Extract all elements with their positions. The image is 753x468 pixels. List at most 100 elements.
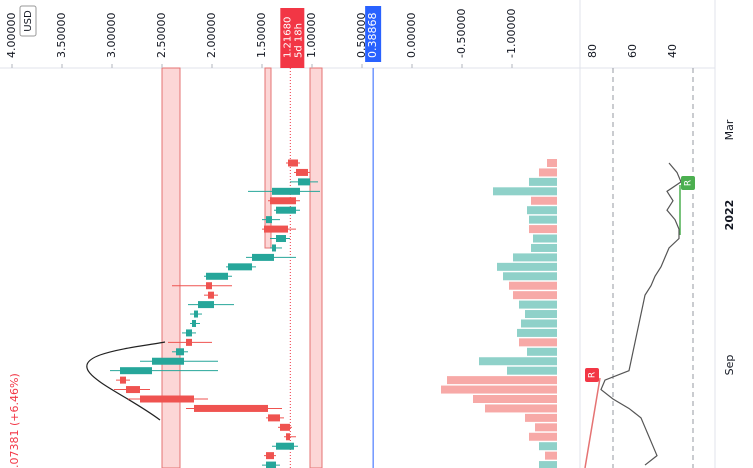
candle-body: [276, 206, 296, 214]
candle-body: [252, 253, 274, 261]
volume-bar: [525, 310, 557, 319]
volume-bar: [531, 196, 557, 205]
price-tick-label: 3.50000: [55, 13, 68, 59]
currency[interactable]: USD: [23, 10, 34, 32]
time-label: 2022: [723, 200, 736, 231]
candle-body: [298, 178, 310, 186]
candle-body: [186, 329, 192, 337]
volume-bar: [547, 159, 557, 167]
volume-bar: [485, 404, 557, 413]
volume-bar: [503, 272, 557, 281]
volume-bar: [497, 262, 557, 271]
last-price-tag: [280, 8, 305, 68]
price-tick-label: 0.00000: [405, 13, 418, 59]
volume-bar: [513, 291, 557, 300]
volume-bar: [539, 168, 557, 177]
volume-bar: [517, 328, 557, 337]
price-tick-label: 4.00000: [5, 13, 18, 59]
price-tick-label: -0.50000: [455, 9, 468, 58]
hand-drawn-curve: [86, 341, 166, 421]
candle-body: [266, 216, 272, 224]
price-tick-label: 1.00000: [305, 13, 318, 59]
candle-body: [272, 187, 300, 195]
signal-marker: [681, 176, 695, 190]
change-label: .07381 (+6.46%): [8, 373, 21, 468]
volume-bar: [531, 243, 557, 252]
volume-bar: [473, 395, 557, 403]
volume-bar: [519, 300, 557, 309]
signal-marker: [585, 368, 599, 382]
candle-body: [268, 414, 280, 422]
price-tick-label: 0.50000: [355, 13, 368, 59]
candle-body: [296, 168, 308, 176]
volume-bar: [509, 281, 557, 290]
candle-body: [288, 159, 298, 167]
candle-body: [120, 376, 126, 384]
candle-body: [266, 461, 276, 468]
candle-body: [206, 272, 228, 280]
candle-body: [152, 357, 184, 365]
volume-bar: [513, 253, 557, 262]
candle-body: [280, 423, 290, 431]
volume-bar: [441, 385, 557, 394]
volume-bar: [521, 319, 557, 328]
volume-bar: [507, 366, 557, 375]
candle-body: [140, 395, 194, 403]
candle-body: [276, 235, 286, 243]
price-tick-label: -1.00000: [505, 9, 518, 58]
candle-body: [206, 282, 212, 290]
volume-bar: [447, 376, 557, 385]
currency-box[interactable]: [19, 5, 37, 37]
volume-bar: [527, 206, 557, 215]
candle-body: [120, 367, 152, 375]
time-label: Sep: [723, 355, 736, 376]
volume-bar: [519, 338, 557, 347]
price-tick-label: 2.00000: [205, 13, 218, 59]
volume-bar: [529, 432, 557, 441]
countdown-label: 5d 18h: [293, 23, 304, 58]
zone-band: [309, 67, 323, 468]
candle-body: [126, 386, 140, 394]
volume-bar: [529, 225, 557, 234]
volume-bar: [533, 234, 557, 243]
candle-body: [264, 225, 288, 233]
candle-body: [272, 244, 276, 252]
volume-bar: [527, 347, 557, 356]
volume-bar: [539, 442, 557, 451]
candle-body: [228, 263, 252, 271]
candle-body: [208, 291, 214, 299]
candle-body: [276, 442, 294, 450]
candle-body: [198, 301, 214, 309]
candle-body: [270, 197, 296, 205]
time-label: Mar: [723, 119, 736, 140]
volume-bar: [493, 187, 557, 196]
volume-bar: [539, 461, 557, 468]
signal-marker-label: R: [684, 180, 694, 186]
price-tick-label: 3.00000: [105, 13, 118, 59]
candle-body: [266, 452, 274, 460]
signal-marker-label: R: [588, 372, 598, 378]
candle-body: [286, 433, 290, 441]
volume-bar: [529, 177, 557, 186]
rsi-line: [600, 162, 682, 466]
zone-band: [161, 67, 181, 468]
candle-body: [192, 319, 196, 327]
last-price-label: 1.21680: [282, 17, 293, 58]
cursor-price-tag: [365, 6, 382, 62]
price-tick-label: 2.50000: [155, 13, 168, 59]
rsi-tick-label: 60: [626, 44, 639, 58]
volume-bar: [525, 413, 557, 422]
rsi-tick-label: 40: [666, 44, 679, 58]
volume-bar: [479, 357, 557, 366]
price-tick-label: 1.50000: [255, 13, 268, 59]
trend-line: [584, 377, 601, 468]
volume-bar: [529, 215, 557, 224]
candle-body: [186, 338, 192, 346]
volume-bar: [535, 423, 557, 432]
zone-band: [264, 67, 272, 249]
rsi-tick-label: 80: [586, 44, 599, 58]
volume-bar: [545, 451, 557, 460]
candle-body: [194, 404, 268, 412]
candle-body: [194, 310, 198, 318]
